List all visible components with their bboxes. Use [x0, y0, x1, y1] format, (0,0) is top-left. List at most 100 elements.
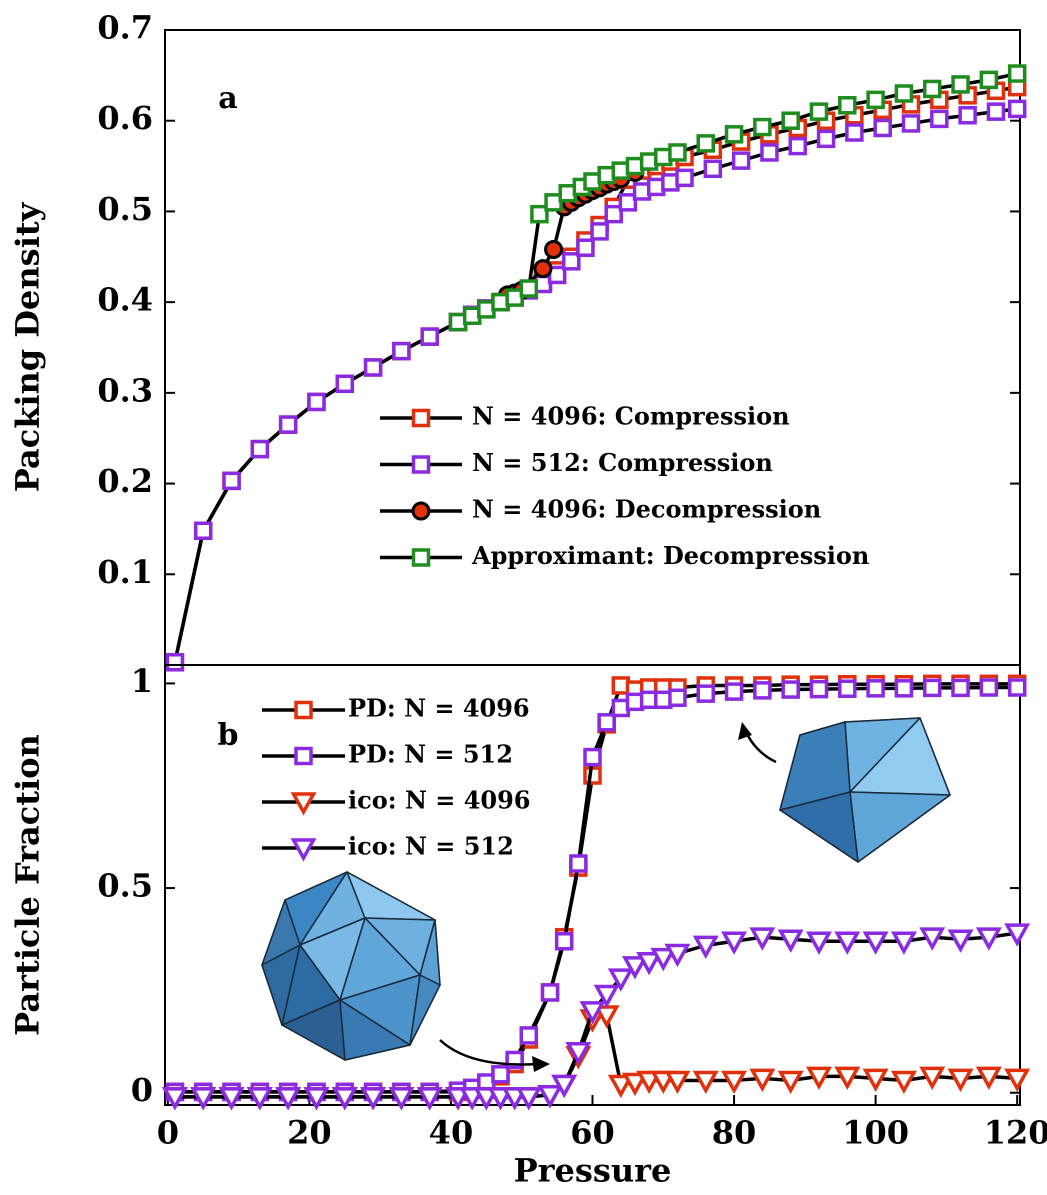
panel-label: a: [218, 81, 237, 116]
marker: [919, 1066, 946, 1090]
marker: [781, 111, 800, 130]
marker: [392, 341, 411, 361]
marker: [781, 680, 800, 699]
x-tick-label: 40: [429, 1114, 474, 1152]
marker: [246, 1087, 273, 1111]
marker: [294, 746, 313, 766]
marker: [664, 943, 691, 968]
marker: [519, 279, 539, 298]
y-axis-label: Packing Density: [9, 201, 47, 492]
marker: [806, 931, 832, 955]
y-tick-label: 1: [131, 662, 153, 700]
marker: [668, 688, 687, 707]
marker: [753, 117, 772, 137]
marker: [604, 204, 623, 224]
marker: [838, 679, 857, 698]
marker: [724, 682, 744, 701]
marker: [922, 79, 942, 99]
legend-label: N = 4096: Compression: [472, 402, 790, 431]
marker: [416, 1087, 443, 1111]
arrow: [439, 1039, 539, 1066]
marker: [363, 358, 383, 377]
series: [161, 923, 1031, 1111]
y-tick-label: 0.2: [97, 462, 153, 500]
marker: [1007, 678, 1027, 697]
marker: [193, 521, 213, 540]
marker: [161, 1087, 188, 1111]
y-tick-label: 0.5: [97, 867, 153, 905]
marker: [866, 679, 885, 698]
marker: [411, 501, 431, 521]
marker: [1007, 64, 1027, 83]
marker: [250, 439, 270, 459]
marker: [411, 408, 431, 428]
y-tick-label: 0.5: [97, 190, 153, 228]
marker: [873, 118, 892, 138]
legend-label: PD: N = 4096: [348, 694, 530, 723]
marker: [190, 1087, 217, 1111]
marker: [919, 927, 946, 951]
y-tick-label: 0.3: [97, 371, 153, 409]
x-tick-label: 0: [157, 1114, 179, 1152]
marker: [721, 1070, 748, 1095]
marker: [597, 713, 616, 732]
marker: [590, 222, 609, 241]
marker: [650, 947, 677, 972]
marker: [307, 392, 326, 412]
marker: [294, 700, 313, 720]
marker: [692, 1070, 719, 1095]
x-axis-label: Pressure: [514, 1152, 672, 1190]
legend-label: N = 512: Compression: [472, 448, 773, 477]
marker: [731, 151, 751, 170]
x-tick-label: 120: [984, 1114, 1047, 1152]
marker: [753, 681, 772, 700]
marker: [515, 1087, 542, 1111]
marker: [975, 927, 1002, 951]
marker: [862, 931, 889, 955]
marker: [664, 1070, 691, 1095]
x-tick-label: 80: [712, 1114, 757, 1152]
marker: [958, 106, 977, 125]
marker: [894, 679, 914, 698]
marker: [593, 984, 620, 1009]
y-tick-label: 0.6: [97, 99, 153, 137]
marker: [703, 159, 723, 179]
marker: [788, 136, 808, 156]
marker: [721, 931, 748, 955]
marker: [979, 70, 999, 90]
marker: [583, 747, 602, 767]
marker: [947, 929, 974, 953]
marker: [636, 951, 663, 976]
marker: [579, 1001, 606, 1025]
legend-entry: ico: N = 4096: [262, 786, 531, 816]
marker: [551, 1074, 578, 1099]
marker: [890, 931, 917, 955]
legend-entry: PD: N = 4096: [262, 694, 530, 723]
pentagonal-dipyramid-illustration: [779, 717, 951, 863]
marker: [777, 929, 804, 953]
marker: [838, 96, 857, 115]
y-tick-label: 0: [131, 1071, 153, 1109]
marker: [335, 374, 355, 394]
marker: [290, 792, 317, 816]
legend-label: N = 4096: Decompression: [472, 495, 821, 524]
y-axis-label: Particle Fraction: [9, 734, 47, 1036]
marker: [388, 1087, 415, 1111]
marker: [951, 678, 970, 698]
marker: [951, 75, 970, 94]
marker: [607, 968, 634, 992]
marker: [222, 471, 241, 491]
marker: [986, 102, 1006, 121]
marker: [554, 932, 574, 951]
legend-label: ico: N = 512: [348, 832, 514, 861]
marker: [420, 327, 439, 346]
marker: [845, 123, 864, 142]
marker: [530, 204, 549, 224]
marker: [565, 1042, 592, 1066]
marker: [331, 1087, 358, 1111]
marker: [607, 1074, 634, 1099]
marker: [894, 84, 914, 103]
marker: [809, 679, 829, 699]
